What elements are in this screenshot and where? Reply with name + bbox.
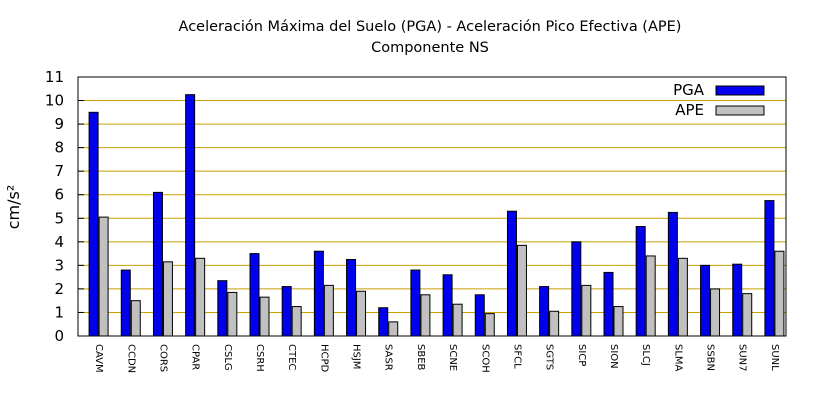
x-tick-label: SLMA	[672, 344, 683, 372]
bar-ape-sicp	[581, 284, 592, 337]
y-tick-label: 4	[54, 233, 64, 251]
x-tick-label: SLCJ	[640, 344, 651, 366]
bar-ape-sion	[613, 306, 624, 337]
legend-label-ape: APE	[675, 101, 704, 119]
y-axis-label: cm/s²	[4, 185, 23, 230]
bar-ape-cpar	[195, 257, 206, 337]
y-tick-label: 2	[54, 280, 64, 298]
x-tick-label: SION	[608, 344, 619, 369]
bar-ape-sbeb	[420, 294, 431, 337]
x-tick-label: SFCL	[511, 344, 522, 369]
bar-ape-sgts	[549, 310, 560, 337]
x-tick-label: SGTS	[544, 344, 555, 370]
legend: PGA APE	[673, 81, 765, 119]
x-tick-label: SUNL	[769, 344, 780, 371]
bar-ape-slcj	[645, 255, 656, 337]
bar-pga-scoh	[474, 294, 485, 337]
y-tick-label: 3	[54, 256, 64, 274]
x-tick-label: SCOH	[479, 344, 490, 373]
bar-ape-cslg	[227, 291, 238, 337]
x-tick-label: SCNE	[447, 344, 458, 371]
bar-pga-hsjm	[346, 258, 357, 337]
y-tick-label: 10	[45, 92, 64, 110]
bar-pga-ssbn	[700, 264, 711, 337]
x-tick-label: SASR	[383, 344, 394, 371]
x-tick-label: CORS	[157, 344, 168, 372]
bar-ape-ssbn	[710, 288, 721, 337]
bar-pga-sasr	[378, 307, 389, 337]
x-tick-label: SBEB	[415, 344, 426, 371]
legend-label-pga: PGA	[673, 81, 705, 99]
y-tick-label: 8	[54, 139, 64, 157]
bar-pga-sgts	[539, 286, 550, 337]
y-tick-label: 1	[54, 303, 64, 321]
x-tick-label: CPAR	[190, 344, 201, 370]
x-tick-label: HSJM	[351, 344, 362, 369]
bar-pga-cslg	[217, 280, 228, 337]
chart-subtitle: Componente NS	[371, 40, 489, 56]
bar-ape-scoh	[484, 313, 495, 337]
bar-pga-csrh	[249, 253, 260, 337]
x-tick-label: CSRH	[254, 344, 265, 372]
x-ticks: CAVM CCDN CORS CPAR CSLG CSRH CTEC HCPD HSJM SASR…	[93, 344, 780, 373]
bar-pga-slma	[667, 211, 678, 337]
x-tick-label: SUN7	[737, 344, 748, 372]
x-tick-label: SICP	[576, 344, 587, 366]
bar-ape-hsjm	[356, 290, 367, 337]
y-ticks: 0 1 2 3 4 5 6 7 8 9 10 11	[45, 68, 84, 345]
bars	[88, 94, 785, 337]
bar-ape-scne	[452, 303, 463, 337]
bar-ape-hcpd	[323, 284, 334, 337]
bar-ape-sasr	[388, 321, 399, 337]
x-tick-label: SSBN	[705, 344, 716, 371]
chart-title: Aceleración Máxima del Suelo (PGA) - Ace…	[179, 19, 682, 35]
bar-pga-hcpd	[313, 250, 324, 337]
bar-pga-ccdn	[120, 269, 131, 337]
y-tick-label: 0	[54, 327, 64, 345]
bar-pga-scne	[442, 274, 453, 337]
x-tick-label: CCDN	[125, 344, 136, 373]
x-tick-label: CSLG	[222, 344, 233, 371]
y-tick-label: 11	[45, 68, 64, 86]
bar-ape-sfcl	[516, 244, 527, 337]
bar-pga-sbeb	[410, 269, 421, 337]
y-tick-label: 7	[54, 162, 64, 180]
y-tick-label: 9	[54, 115, 64, 133]
y-tick-label: 5	[54, 209, 64, 227]
bar-ape-slma	[677, 257, 688, 337]
bar-pga-cavm	[88, 111, 99, 337]
bar-pga-sfcl	[506, 210, 517, 337]
bar-ape-csrh	[259, 296, 270, 337]
bar-pga-sicp	[571, 241, 582, 337]
legend-swatch-ape	[715, 105, 765, 116]
bar-pga-sion	[603, 271, 614, 337]
x-tick-label: CAVM	[93, 344, 104, 373]
bar-pga-cors	[152, 191, 163, 337]
bar-ape-cavm	[98, 216, 109, 337]
bar-pga-cpar	[185, 94, 196, 337]
bar-ape-sun7	[742, 293, 753, 337]
y-tick-label: 6	[54, 186, 64, 204]
x-tick-label: HCPD	[318, 344, 329, 373]
x-tick-label: CTEC	[286, 344, 297, 370]
bar-pga-sun7	[732, 263, 743, 337]
bar-pga-ctec	[281, 286, 292, 337]
bar-ape-sunl	[774, 250, 785, 337]
bar-pga-sunl	[764, 200, 775, 337]
bar-ape-cors	[162, 261, 173, 337]
bar-pga-slcj	[635, 226, 646, 337]
plot-border	[77, 76, 787, 337]
bar-ape-ctec	[291, 306, 302, 337]
legend-swatch-pga	[715, 85, 765, 96]
bar-ape-ccdn	[130, 300, 141, 337]
axes	[77, 76, 787, 337]
